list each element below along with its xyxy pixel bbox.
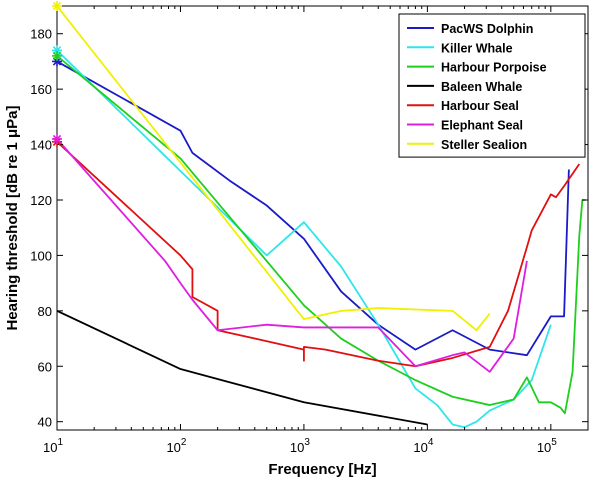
plot-area: 101 102 103 104 105 40 60 80 100 120 140 160 180 <box>30 1 589 455</box>
series-line-harbour-porpoise <box>57 55 586 415</box>
plot-frame <box>56 5 589 431</box>
y-tick-label: 100 <box>30 248 52 263</box>
legend-label-baleen-whale: Baleen Whale <box>441 80 522 94</box>
series-line-elephant-seal <box>57 138 528 373</box>
series-layer <box>57 5 586 429</box>
series-marker-layer <box>52 1 62 147</box>
series-start-marker-steller-sealion <box>52 1 62 11</box>
marker-stroke <box>52 51 62 61</box>
x-tick-label: 103 <box>290 437 310 455</box>
y-tick-label: 40 <box>38 415 52 430</box>
y-tick-label: 140 <box>30 138 52 153</box>
marker-stroke <box>52 1 62 11</box>
x-tick-label: 105 <box>537 437 557 455</box>
y-tick-label: 180 <box>30 27 52 42</box>
series-line-harbour-seal <box>57 141 581 368</box>
legend-label-killer-whale: Killer Whale <box>441 41 513 55</box>
x-tick-label: 102 <box>166 437 186 455</box>
legend-label-elephant-seal: Elephant Seal <box>441 119 523 133</box>
y-tick-label: 60 <box>38 359 52 374</box>
series-line-steller-sealion <box>57 5 491 332</box>
marker-stroke <box>52 134 62 144</box>
x-tick-label: 101 <box>43 437 63 455</box>
y-tick-label: 80 <box>38 304 52 319</box>
legend: PacWS Dolphin Killer Whale Harbour Porpois… <box>398 13 586 158</box>
legend-label-steller-sealion: Steller Sealion <box>441 138 527 152</box>
y-tick-label: 120 <box>30 193 52 208</box>
y-axis-label: Hearing threshold [dB re 1 μPa] <box>4 105 21 330</box>
legend-label-harbour-seal: Harbour Seal <box>441 99 519 113</box>
tick-layer: 101 102 103 104 105 40 60 80 100 120 140 160 180 <box>30 6 589 455</box>
series-line-baleen-whale <box>57 310 428 426</box>
y-tick-label: 160 <box>30 82 52 97</box>
series-start-marker-harbour-porpoise <box>52 50 62 61</box>
x-axis-label: Frequency [Hz] <box>268 461 376 478</box>
legend-label-pacws-dolphin: PacWS Dolphin <box>441 22 533 36</box>
legend-label-harbour-porpoise: Harbour Porpoise <box>441 61 547 75</box>
x-tick-label: 104 <box>413 437 433 455</box>
series-start-marker-elephant-seal <box>52 134 62 145</box>
